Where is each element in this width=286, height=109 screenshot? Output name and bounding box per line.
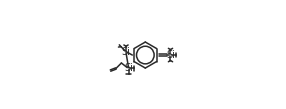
Text: Si: Si [166,50,175,60]
Text: Si: Si [124,63,133,73]
Text: Si: Si [122,47,130,57]
